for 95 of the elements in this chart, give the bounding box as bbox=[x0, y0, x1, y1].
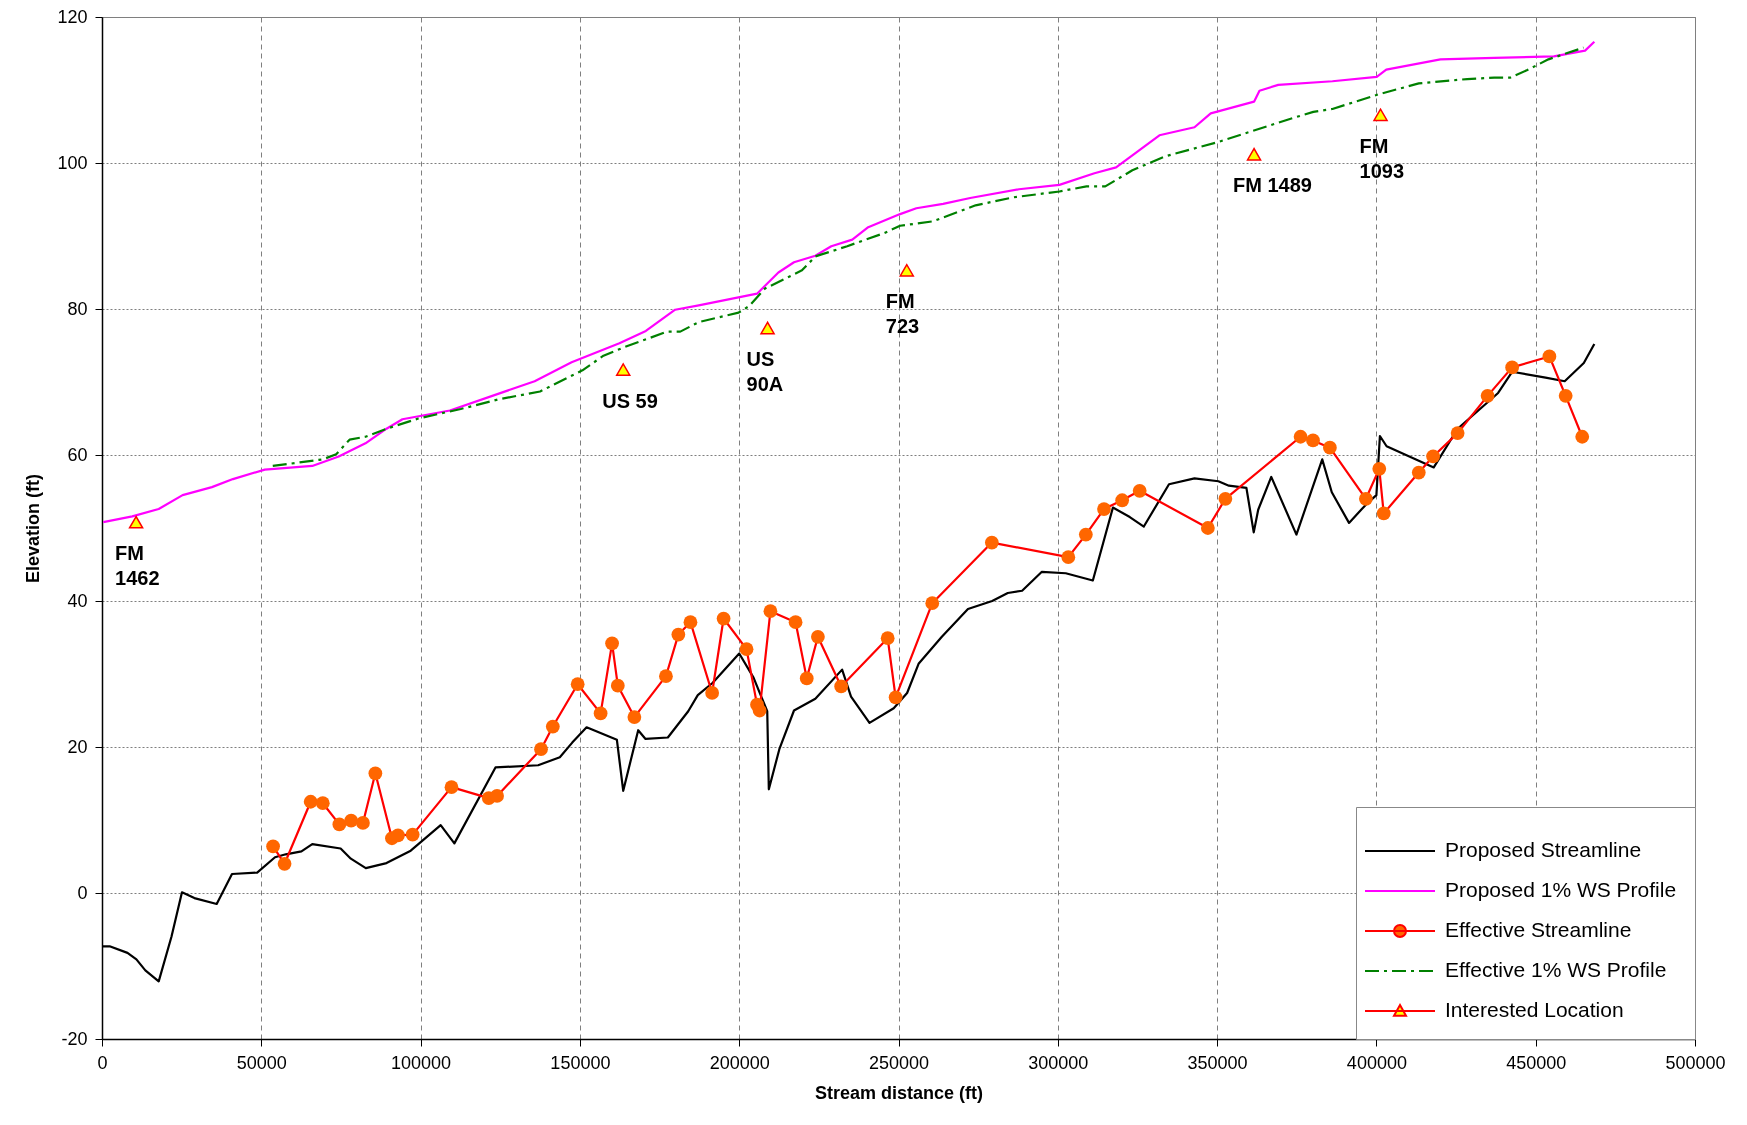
point bbox=[705, 686, 720, 700]
point bbox=[593, 706, 608, 721]
annotation: US 90A bbox=[746, 347, 784, 395]
point bbox=[1097, 502, 1111, 516]
point bbox=[545, 719, 560, 734]
y-tick-label: 20 bbox=[67, 736, 88, 757]
y-tick-label: 60 bbox=[67, 444, 88, 465]
legend-label: Proposed Streamline bbox=[1445, 838, 1642, 861]
point bbox=[315, 796, 330, 811]
point bbox=[1505, 360, 1520, 375]
point bbox=[1358, 491, 1373, 506]
x-tick-label: 100000 bbox=[391, 1052, 452, 1073]
point bbox=[303, 794, 318, 809]
line-series bbox=[271, 46, 1585, 468]
point bbox=[1373, 108, 1388, 122]
point bbox=[1376, 506, 1391, 521]
point bbox=[1450, 426, 1465, 440]
point bbox=[880, 631, 895, 646]
y-tick-label: 0 bbox=[77, 882, 88, 903]
point bbox=[490, 789, 504, 803]
point bbox=[925, 596, 940, 611]
point bbox=[659, 669, 673, 684]
legend-label: Interested Location bbox=[1445, 998, 1624, 1021]
x-tick-label: 50000 bbox=[236, 1052, 287, 1073]
point bbox=[1115, 493, 1130, 508]
x-tick-label: 200000 bbox=[709, 1052, 770, 1073]
y-tick-label: 80 bbox=[67, 298, 88, 319]
point bbox=[888, 690, 903, 705]
y-tick-label: -20 bbox=[61, 1028, 88, 1049]
point bbox=[899, 263, 915, 277]
y-tick-label: 40 bbox=[67, 590, 88, 611]
point bbox=[277, 856, 292, 871]
point bbox=[1218, 491, 1233, 506]
point bbox=[1542, 349, 1557, 364]
point bbox=[391, 828, 405, 843]
point bbox=[1426, 449, 1440, 464]
legend-label: Proposed 1% WS Profile bbox=[1445, 878, 1677, 901]
point bbox=[1293, 429, 1308, 444]
y-tick-label: 120 bbox=[57, 6, 88, 27]
point bbox=[605, 636, 619, 651]
point bbox=[752, 703, 767, 718]
point bbox=[1411, 465, 1426, 480]
point bbox=[1200, 521, 1215, 535]
point bbox=[671, 627, 686, 642]
y-axis-title: Elevation (ft) bbox=[23, 473, 44, 584]
point bbox=[610, 678, 625, 693]
annotation: FM 1093 bbox=[1359, 134, 1405, 182]
point bbox=[570, 677, 585, 692]
point bbox=[1132, 483, 1147, 498]
x-tick-label: 0 bbox=[97, 1052, 108, 1073]
point bbox=[1558, 388, 1573, 403]
point bbox=[1306, 433, 1320, 448]
annotation: US 59 bbox=[602, 389, 658, 412]
annotation: FM 1489 bbox=[1233, 174, 1312, 197]
x-tick-label: 150000 bbox=[550, 1052, 611, 1073]
point bbox=[739, 642, 754, 657]
point bbox=[799, 671, 814, 686]
point bbox=[344, 813, 359, 828]
point bbox=[760, 321, 775, 335]
point bbox=[615, 363, 631, 376]
legend-label: Effective Streamline bbox=[1445, 918, 1632, 941]
point bbox=[356, 816, 370, 830]
point bbox=[716, 611, 731, 626]
point bbox=[788, 615, 803, 630]
y-tick-label: 100 bbox=[57, 152, 88, 173]
annotation: FM 1462 bbox=[115, 542, 160, 590]
point bbox=[627, 710, 642, 724]
point bbox=[1246, 147, 1262, 161]
point bbox=[534, 742, 548, 757]
x-tick-label: 350000 bbox=[1187, 1052, 1248, 1073]
annotation: FM 723 bbox=[885, 290, 920, 338]
point bbox=[444, 780, 459, 795]
point bbox=[1480, 388, 1495, 403]
point bbox=[1575, 429, 1590, 444]
x-tick-label: 500000 bbox=[1665, 1052, 1726, 1073]
point bbox=[984, 535, 999, 550]
point bbox=[683, 615, 698, 630]
x-tick-label: 300000 bbox=[1028, 1052, 1089, 1073]
point bbox=[368, 766, 383, 781]
point bbox=[763, 604, 778, 619]
point bbox=[811, 629, 825, 644]
point bbox=[1322, 440, 1337, 455]
legend-label: Effective 1% WS Profile bbox=[1445, 958, 1667, 981]
point bbox=[1372, 461, 1387, 476]
point bbox=[834, 679, 849, 694]
point bbox=[128, 515, 144, 529]
x-tick-label: 250000 bbox=[868, 1052, 930, 1073]
x-tick-label: 400000 bbox=[1346, 1052, 1407, 1073]
x-axis-title: Stream distance (ft) bbox=[814, 1082, 984, 1103]
point bbox=[1078, 527, 1093, 542]
x-tick-label: 450000 bbox=[1506, 1052, 1567, 1073]
point bbox=[1061, 550, 1076, 565]
point bbox=[405, 827, 420, 842]
point bbox=[332, 817, 347, 832]
point bbox=[266, 839, 280, 854]
